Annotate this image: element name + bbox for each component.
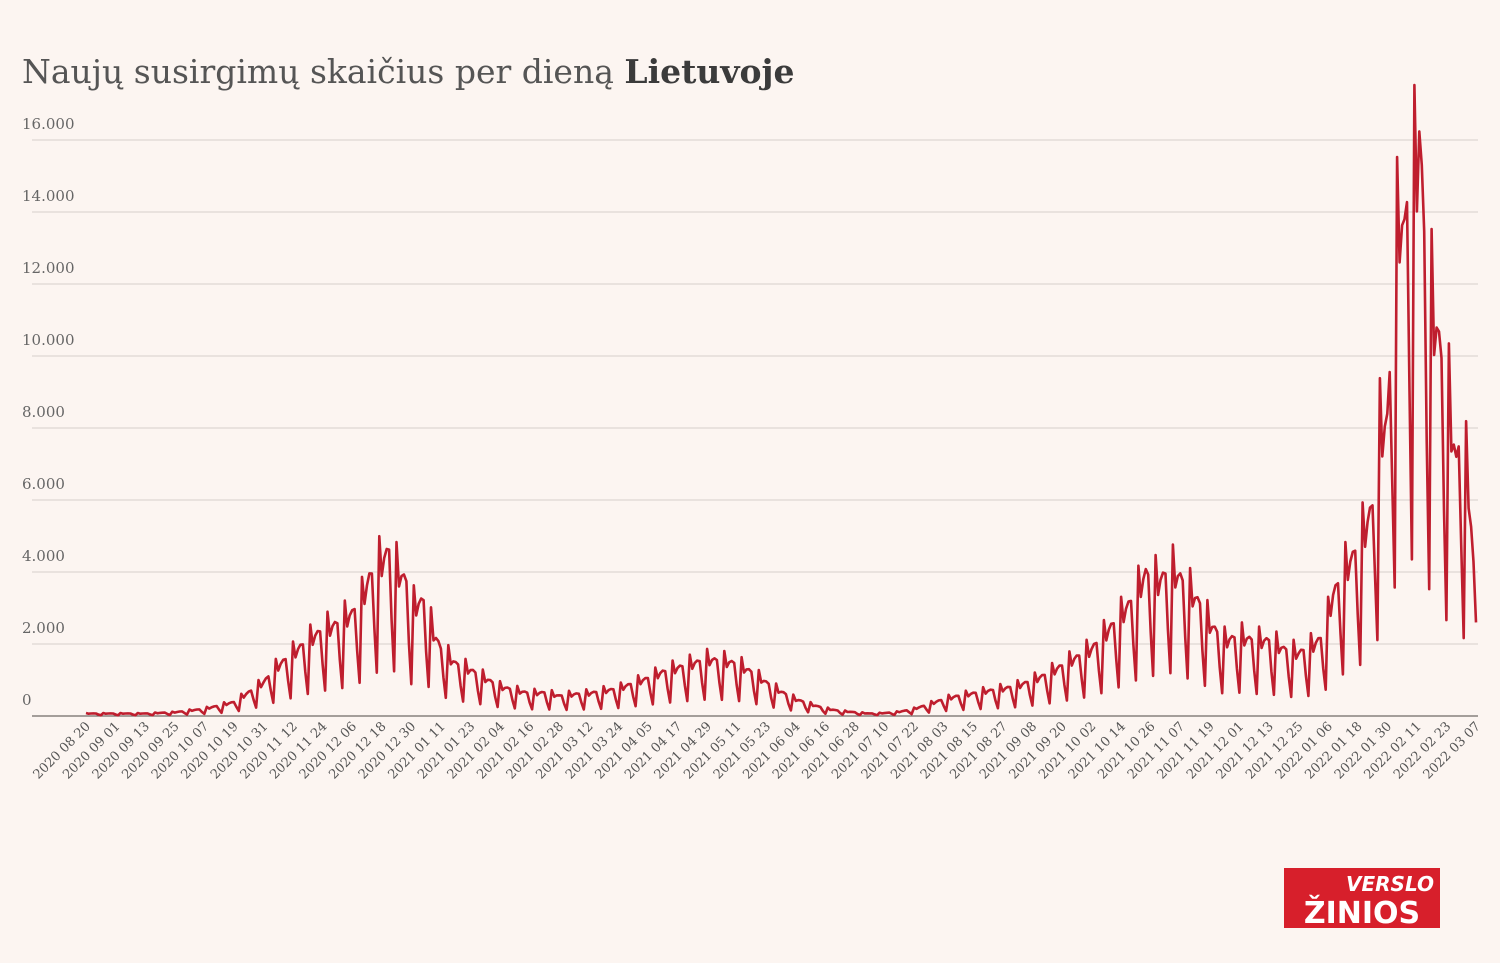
y-tick-label: 14.000 [22, 187, 75, 205]
y-tick-label: 0 [22, 691, 32, 709]
y-tick-label: 4.000 [22, 547, 65, 565]
chart-title-bold: Lietuvoje [624, 52, 795, 91]
series-line [85, 83, 1478, 717]
logo-text-bottom: ŽINIOS [1304, 895, 1420, 928]
series-layer [85, 83, 1478, 717]
verslo-zinios-logo: VERSLO ŽINIOS [1284, 868, 1440, 928]
y-tick-label: 6.000 [22, 475, 65, 493]
grid-lines [32, 139, 1478, 645]
logo-text-top: VERSLO [1346, 872, 1434, 896]
y-tick-label: 10.000 [22, 331, 75, 349]
y-axis-ticks: 0 2.000 4.000 6.000 8.000 10.000 12.000 14.000 1… [22, 115, 75, 709]
y-tick-label: 12.000 [22, 259, 75, 277]
chart-title-main: Naujų susirgimų skaičius per dieną [22, 52, 614, 91]
y-tick-label: 16.000 [22, 115, 75, 133]
y-tick-label: 8.000 [22, 403, 65, 421]
chart-title: Naujų susirgimų skaičius per dieną Lietu… [22, 52, 794, 91]
logo-background [1284, 868, 1440, 928]
y-tick-label: 2.000 [22, 619, 65, 637]
